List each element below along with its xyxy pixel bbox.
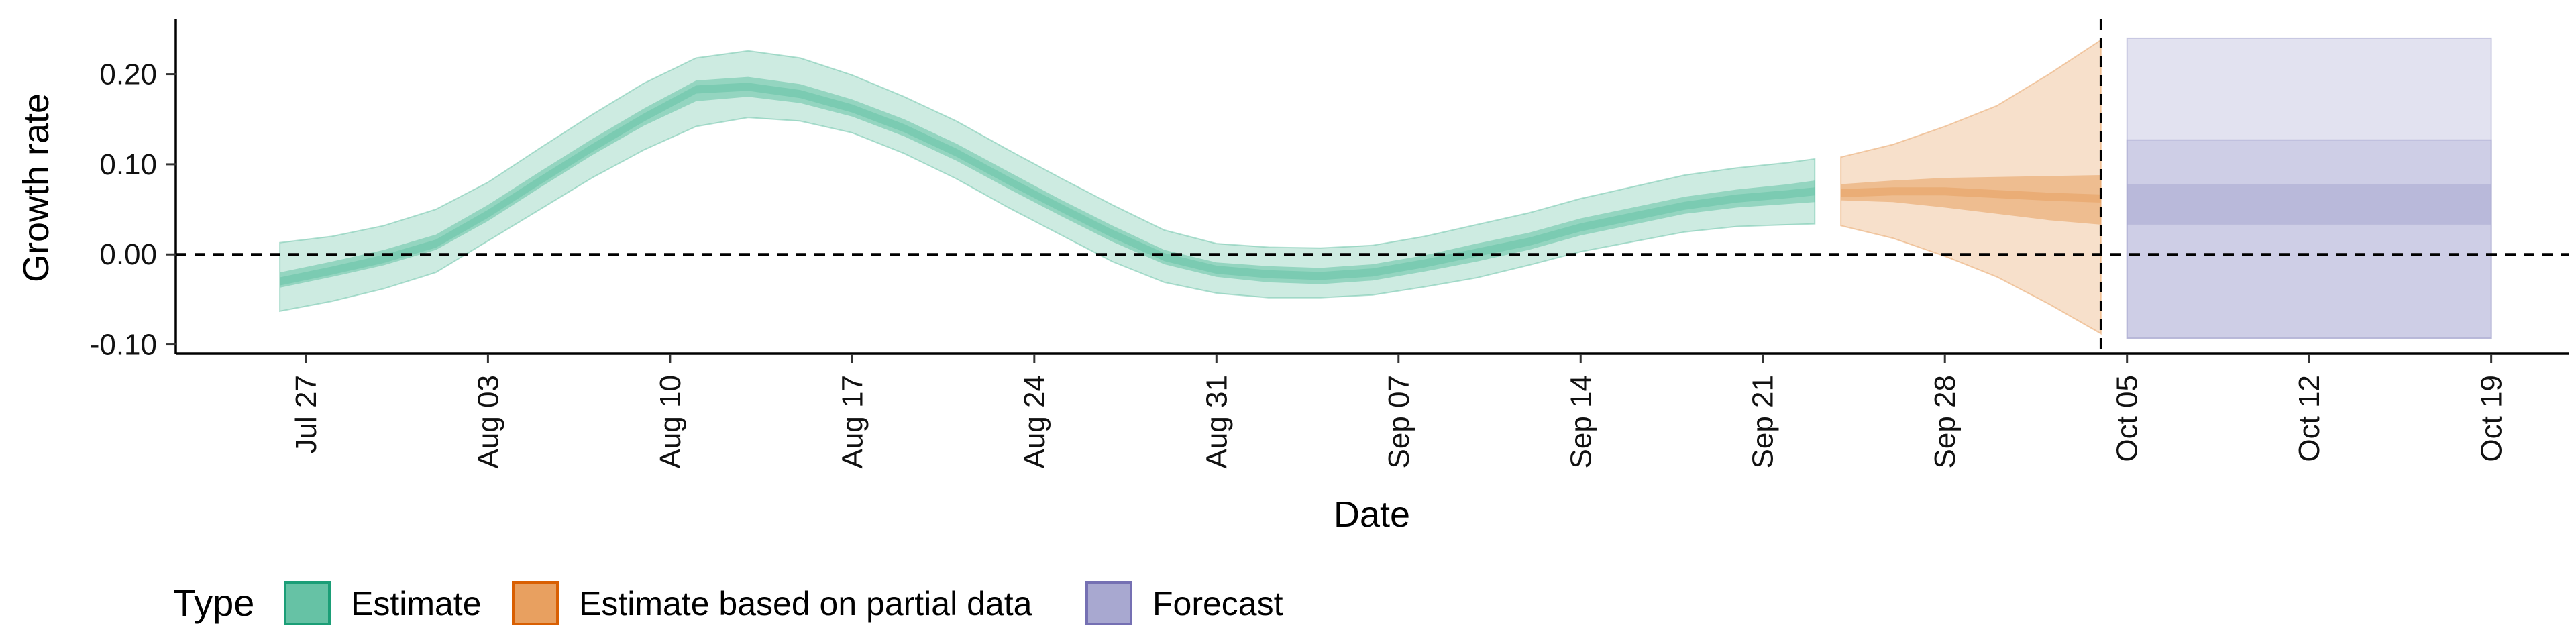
x-tick-label: Aug 17 [836,375,869,468]
reference-lines [176,19,2569,354]
axes: -0.10 0.00 0.10 0.20 Jul 27 Aug 03 Aug 10 Aug 1… [90,19,2569,468]
legend-key-forecast [1085,581,1132,625]
x-tick-label: Aug 31 [1200,375,1233,468]
y-tick-label: -0.10 [90,329,157,362]
x-tick-label: Aug 24 [1018,375,1051,468]
x-tick-label: Oct 12 [2293,375,2326,462]
legend: Type Estimate Estimate based on partial da… [173,581,1283,625]
x-tick-label: Aug 10 [654,375,687,468]
y-tick-label: 0.10 [99,148,157,181]
legend-title: Type [173,582,254,624]
legend-key-estimate [284,581,331,625]
x-tick-label: Aug 03 [472,375,504,468]
x-tick-label: Sep 28 [1929,375,1962,468]
series-bands [279,37,2492,339]
x-axis-title: Date [1334,494,1410,535]
legend-label-estimate: Estimate [351,585,482,623]
x-tick-label: Oct 19 [2475,375,2508,462]
x-tick-label: Sep 07 [1383,375,1415,468]
x-tick-label: Oct 05 [2111,375,2144,462]
y-tick-label: 0.20 [99,58,157,91]
estimate-90-band [279,50,1816,313]
forecast-50-band [2127,184,2491,225]
forecast-90-band [2126,139,2492,339]
x-tick-label: Jul 27 [290,375,323,453]
legend-key-estimate-based-on-partial-data [512,581,559,625]
legend-label-estimate-based-on-partial-data: Estimate based on partial data [579,585,1032,623]
x-tick-label: Sep 14 [1564,375,1597,468]
estimate-based-on-partial-data-median-band [1841,187,2101,203]
y-tick-label: 0.00 [99,238,157,271]
legend-label-forecast: Forecast [1152,585,1283,623]
y-axis-title: Growth rate [16,93,56,282]
x-tick-label: Sep 21 [1747,375,1780,468]
